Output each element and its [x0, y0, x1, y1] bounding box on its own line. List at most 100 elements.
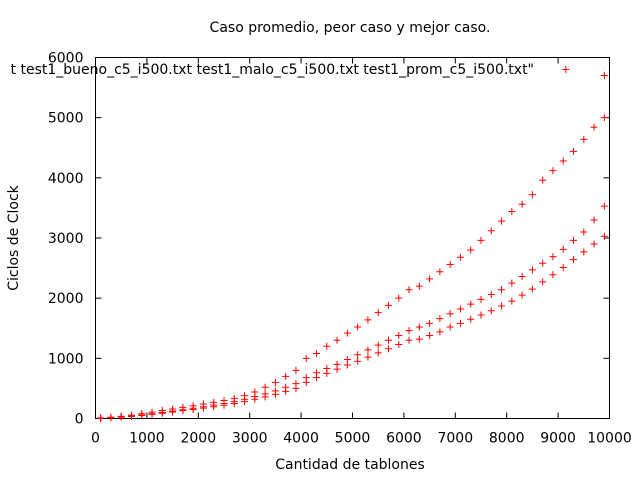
- data-point: [364, 353, 372, 361]
- data-point: [508, 279, 516, 287]
- x-tick-label: 5000: [335, 431, 371, 447]
- data-point: [282, 383, 290, 391]
- x-tick-label: 4000: [283, 431, 319, 447]
- data-point: [590, 123, 598, 131]
- data-point: [539, 259, 547, 267]
- y-tick-label: 0: [75, 412, 84, 428]
- data-point: [354, 357, 362, 365]
- data-point: [384, 336, 392, 344]
- data-point: [570, 147, 578, 155]
- data-point: [570, 236, 578, 244]
- data-point: [97, 414, 105, 422]
- y-tick-label: 1000: [48, 351, 84, 367]
- x-tick-label: 2000: [180, 431, 216, 447]
- data-point: [271, 387, 279, 395]
- data-point: [405, 336, 413, 344]
- data-point: [395, 294, 403, 302]
- data-point: [518, 273, 526, 281]
- data-point: [405, 286, 413, 294]
- data-point: [333, 360, 341, 368]
- data-point: [241, 392, 249, 400]
- data-point: [436, 268, 444, 276]
- data-point: [374, 341, 382, 349]
- x-tick-label: 6000: [386, 431, 422, 447]
- data-point: [384, 345, 392, 353]
- data-point: [127, 411, 135, 419]
- data-point: [292, 380, 300, 388]
- data-point: [292, 366, 300, 374]
- y-tick-label: 5000: [48, 111, 84, 127]
- data-point: [169, 405, 177, 413]
- x-tick-label: 8000: [489, 431, 525, 447]
- data-point: [518, 291, 526, 299]
- data-point: [282, 372, 290, 380]
- data-point: [343, 356, 351, 364]
- data-point: [323, 365, 331, 373]
- data-point: [600, 72, 608, 80]
- data-point: [364, 316, 372, 324]
- data-point: [426, 331, 434, 339]
- data-point: [261, 390, 269, 398]
- legend-text: t test1_bueno_c5_i500.txt test1_malo_c5_…: [11, 62, 534, 78]
- data-point: [487, 291, 495, 299]
- data-point: [456, 253, 464, 261]
- data-point: [467, 300, 475, 308]
- data-point: [199, 400, 207, 408]
- y-tick-label: 4000: [48, 171, 84, 187]
- data-point: [446, 310, 454, 318]
- data-point: [436, 328, 444, 336]
- data-point: [107, 413, 115, 421]
- x-axis: 0 1000 2000 3000 4000 5000 6000 7000 8000 9000 100…: [91, 57, 632, 447]
- data-point: [426, 275, 434, 283]
- data-point: [374, 349, 382, 357]
- data-point: [487, 307, 495, 315]
- x-tick-label: 0: [91, 431, 100, 447]
- data-point: [518, 200, 526, 208]
- data-point: [580, 228, 588, 236]
- data-point: [354, 323, 362, 331]
- plot-frame: [95, 57, 610, 419]
- data-point: [477, 236, 485, 244]
- data-point: [477, 311, 485, 319]
- x-tick-label: 1000: [129, 431, 165, 447]
- y-axis: 0 1000 2000 3000 4000 5000 6000: [48, 51, 610, 428]
- data-point: [498, 217, 506, 225]
- y-tick-label: 2000: [48, 291, 84, 307]
- data-point: [343, 329, 351, 337]
- x-tick-label: 10000: [587, 431, 632, 447]
- data-point: [374, 309, 382, 317]
- data-point: [354, 351, 362, 359]
- data-point: [333, 336, 341, 344]
- data-point: [539, 278, 547, 286]
- data-point: [395, 340, 403, 348]
- data-point: [549, 271, 557, 279]
- data-point: [467, 315, 475, 323]
- x-axis-label: Cantidad de tablones: [275, 457, 425, 473]
- data-point: [580, 248, 588, 256]
- data-point: [570, 256, 578, 264]
- data-point: [528, 285, 536, 293]
- data-point: [562, 66, 570, 74]
- data-point: [179, 403, 187, 411]
- data-point: [426, 319, 434, 327]
- data-points: [97, 66, 608, 422]
- data-point: [138, 410, 146, 418]
- data-point: [590, 240, 598, 248]
- y-axis-label: Ciclos de Clock: [6, 184, 22, 290]
- data-point: [364, 346, 372, 354]
- data-point: [271, 378, 279, 386]
- data-point: [220, 396, 228, 404]
- data-point: [230, 394, 238, 402]
- y-tick-label: 3000: [48, 231, 84, 247]
- data-point: [446, 260, 454, 268]
- data-point: [117, 412, 125, 420]
- data-point: [158, 407, 166, 415]
- data-point: [313, 350, 321, 358]
- data-point: [590, 216, 598, 224]
- data-point: [559, 263, 567, 271]
- data-point: [415, 282, 423, 290]
- data-point: [323, 342, 331, 350]
- data-point: [477, 295, 485, 303]
- data-point: [302, 374, 310, 382]
